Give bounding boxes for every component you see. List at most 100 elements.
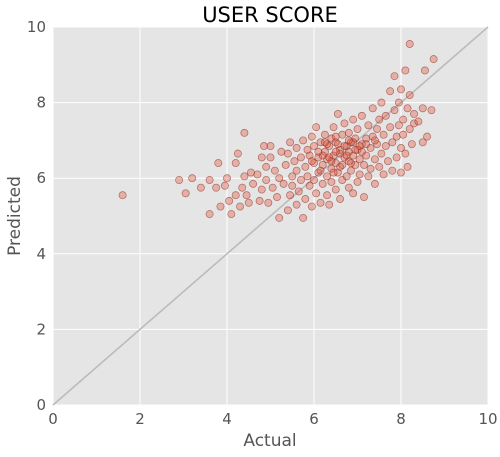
data-point: [405, 125, 414, 134]
data-point: [181, 189, 190, 198]
data-point: [351, 161, 360, 169]
data-point: [355, 155, 364, 164]
data-point: [360, 161, 368, 169]
data-point: [260, 142, 268, 151]
data-point: [279, 179, 288, 188]
data-point: [349, 115, 358, 124]
data-point: [325, 200, 334, 209]
data-point: [386, 123, 395, 132]
data-point: [401, 149, 410, 158]
data-point: [266, 142, 275, 151]
data-point: [327, 178, 336, 186]
data-point: [355, 170, 364, 179]
data-point: [240, 128, 249, 137]
data-point: [399, 115, 408, 124]
data-point: [397, 168, 405, 177]
data-point: [299, 213, 308, 222]
data-point: [220, 181, 229, 190]
data-point: [386, 87, 395, 96]
data-point: [353, 145, 362, 154]
data-point: [205, 176, 214, 185]
data-point: [318, 179, 327, 188]
data-point: [257, 153, 266, 162]
data-point: [288, 172, 297, 181]
data-point: [399, 130, 408, 139]
data-point: [299, 136, 308, 145]
data-point: [375, 115, 384, 124]
data-point: [405, 91, 414, 99]
data-point: [268, 183, 277, 192]
data-point: [312, 189, 321, 198]
x-tick-label: 8: [396, 410, 406, 428]
data-point: [379, 170, 388, 179]
data-point: [314, 153, 323, 162]
data-point: [307, 132, 316, 141]
data-point: [355, 142, 364, 151]
data-point: [320, 138, 329, 147]
data-point: [349, 138, 358, 147]
data-point: [362, 140, 371, 149]
data-point: [323, 172, 331, 181]
data-point: [377, 149, 386, 158]
data-point: [277, 147, 286, 156]
data-point: [327, 157, 336, 166]
data-point: [273, 193, 281, 202]
data-point: [349, 189, 358, 198]
scatter-points: [118, 40, 438, 222]
y-tick-label: 2: [36, 320, 46, 338]
data-point: [283, 149, 292, 158]
data-point: [275, 174, 284, 183]
data-point: [368, 104, 377, 113]
data-point: [223, 174, 231, 183]
data-point: [397, 144, 405, 152]
grid-lines: [52, 26, 489, 406]
data-point: [357, 111, 366, 120]
data-point: [429, 55, 438, 64]
x-tick-label: 2: [135, 410, 145, 428]
data-point: [262, 176, 271, 185]
data-point: [329, 168, 338, 177]
data-point: [312, 123, 321, 132]
data-point: [286, 191, 295, 200]
data-point: [418, 138, 427, 147]
data-point: [381, 142, 390, 151]
data-point: [238, 183, 247, 192]
data-point: [303, 172, 312, 181]
data-point: [410, 119, 418, 128]
data-point: [403, 104, 412, 113]
data-point: [418, 104, 427, 113]
data-point: [379, 130, 388, 139]
data-point: [214, 159, 223, 168]
data-point: [307, 202, 316, 211]
data-point: [388, 138, 397, 147]
data-point: [331, 132, 340, 141]
data-point: [364, 121, 373, 130]
data-point: [370, 136, 379, 145]
y-tick-label: 6: [36, 169, 46, 187]
y-tick-label: 4: [36, 245, 46, 263]
data-point: [310, 176, 318, 185]
data-point: [333, 109, 342, 118]
data-point: [331, 185, 340, 194]
data-point: [242, 191, 251, 200]
data-point: [381, 111, 390, 120]
data-point: [227, 210, 236, 219]
data-point: [231, 191, 240, 200]
data-point: [333, 140, 342, 149]
data-point: [390, 72, 399, 81]
data-point: [423, 132, 432, 141]
data-point: [347, 159, 355, 168]
data-point: [301, 195, 310, 203]
data-point: [270, 166, 279, 175]
data-point: [292, 200, 301, 209]
data-point: [392, 132, 401, 141]
data-point: [373, 140, 382, 149]
data-point: [266, 153, 275, 162]
x-tick-label: 4: [222, 410, 232, 428]
data-point: [370, 179, 379, 188]
data-point: [410, 109, 418, 118]
data-point: [275, 213, 284, 222]
data-point: [257, 185, 266, 194]
data-point: [288, 181, 297, 190]
data-point: [286, 138, 295, 147]
